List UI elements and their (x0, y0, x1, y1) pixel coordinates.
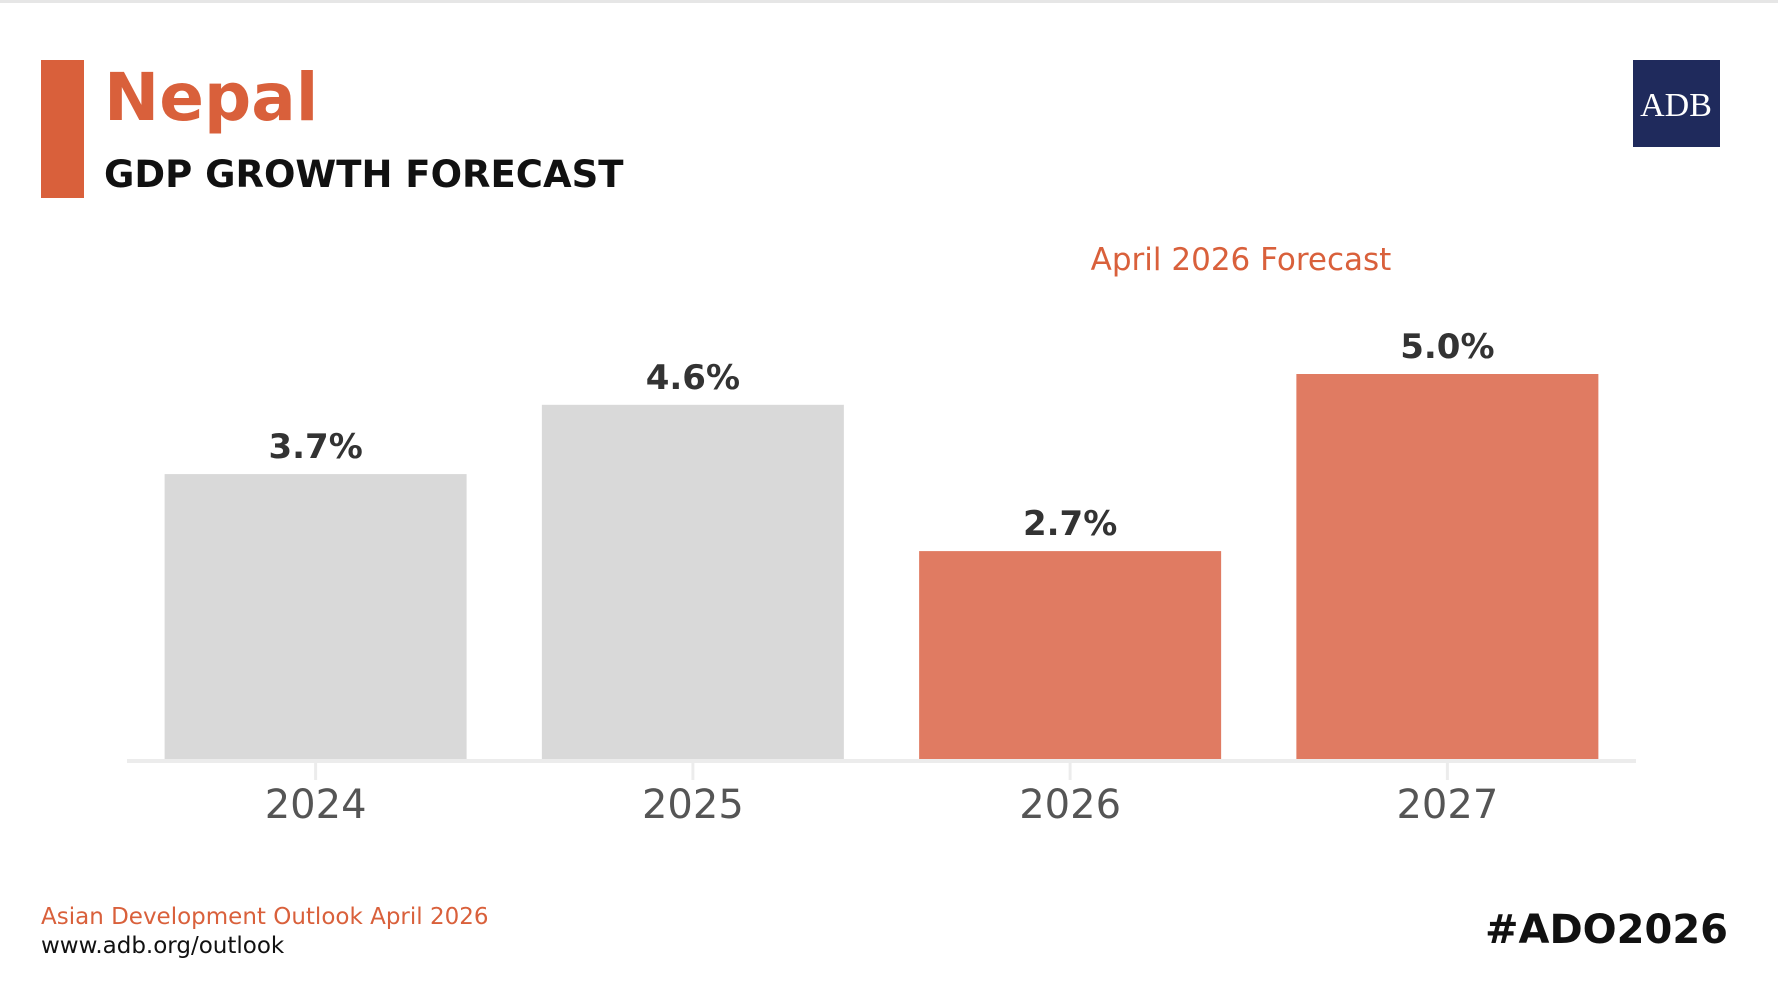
x-tick-label: 2027 (1396, 782, 1498, 828)
x-tick-label: 2024 (265, 782, 367, 828)
annotation: April 2026 Forecast (1091, 242, 1392, 278)
bar (1296, 374, 1599, 759)
value-label: 5.0% (1400, 327, 1494, 367)
chart-title: Nepal (104, 59, 318, 136)
top-border (0, 0, 1778, 3)
bar (164, 474, 467, 759)
value-label: 4.6% (646, 358, 740, 398)
bar (541, 404, 844, 759)
x-tick-label: 2026 (1019, 782, 1121, 828)
url: www.adb.org/outlook (41, 933, 285, 959)
value-label: 2.7% (1023, 504, 1117, 544)
bar (919, 551, 1222, 759)
logo-box (1633, 60, 1720, 147)
chart-subtitle: GDP GROWTH FORECAST (104, 153, 624, 196)
x-tick-label: 2025 (642, 782, 744, 828)
hashtag: #ADO2026 (1485, 907, 1728, 953)
value-label: 3.7% (268, 427, 362, 467)
source: Asian Development Outlook April 2026 (41, 904, 489, 930)
title-accent (41, 60, 84, 198)
logo: ADB (1640, 87, 1712, 124)
